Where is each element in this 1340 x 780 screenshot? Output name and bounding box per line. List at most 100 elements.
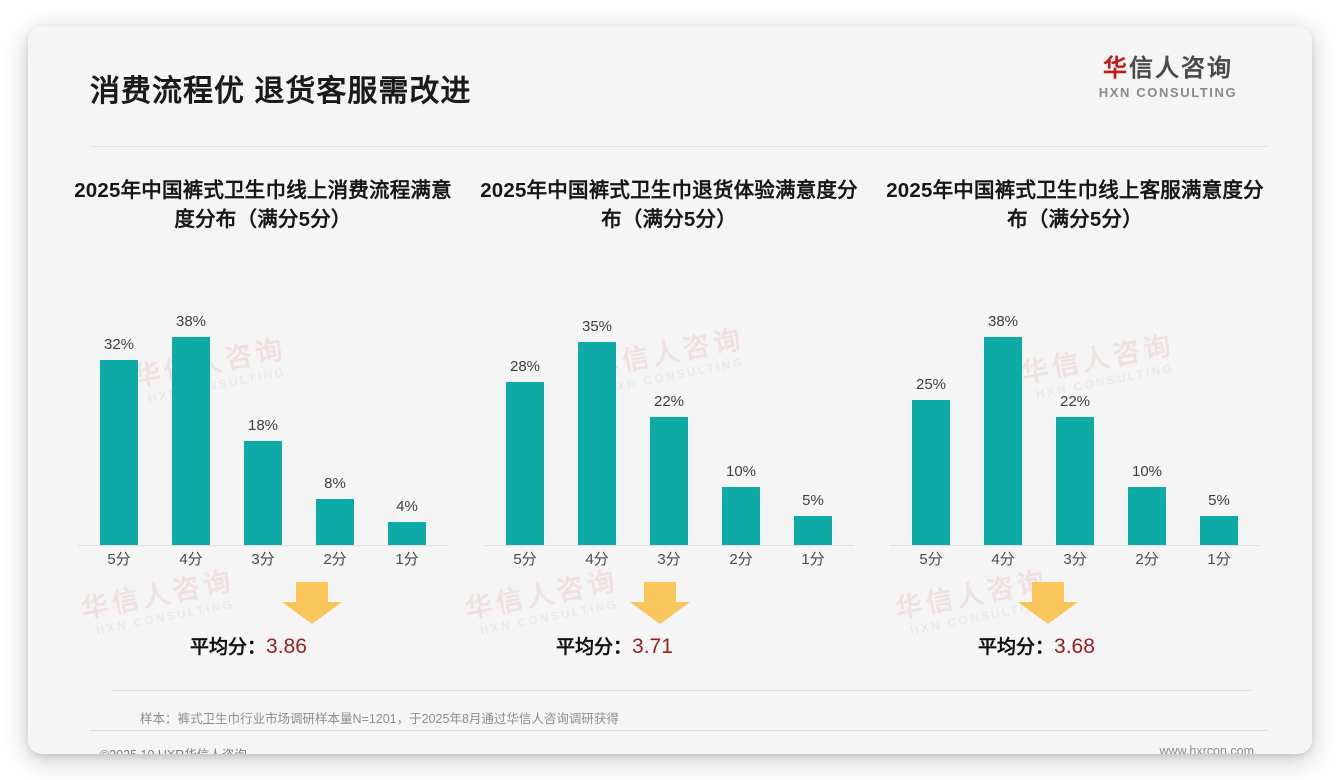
copyright-text: ©2025.10 HXR华信人咨询 <box>100 744 247 754</box>
bar-value-label: 10% <box>1131 463 1163 480</box>
bar-item: 35% <box>564 313 630 545</box>
bar-item: 22% <box>636 313 702 545</box>
bar-item: 10% <box>1114 313 1180 545</box>
chart-title: 2025年中国裤式卫生巾线上客服满意度分布（满分5分） <box>886 179 1264 232</box>
x-tick-label: 2分 <box>323 551 347 568</box>
x-tick-label: 2分 <box>1135 551 1159 568</box>
footnote-divider <box>112 690 1252 691</box>
bar-value-label: 38% <box>175 313 207 330</box>
average-callout: 华信人咨询 HXN CONSULTING 平均分：3.86 <box>68 566 458 676</box>
bar-chart-plot: 华信人咨询 HXN CONSULTING 25% 38% 22% <box>880 284 1270 574</box>
logo-chinese-text: 华信人咨询 <box>1068 55 1268 83</box>
logo-rest-chars: 信人咨询 <box>1129 55 1233 82</box>
average-score: 平均分：3.71 <box>556 632 673 659</box>
bar-value-label: 4% <box>396 498 418 515</box>
average-value: 3.71 <box>632 635 673 658</box>
bar-item: 32% <box>86 313 152 545</box>
bar-rect <box>316 499 354 545</box>
footer-divider <box>90 730 1268 731</box>
bar-value-label: 8% <box>324 475 346 492</box>
watermark: 华信人咨询 HXN CONSULTING <box>463 566 623 640</box>
x-axis-line <box>484 545 854 546</box>
bar-item: 28% <box>492 313 558 545</box>
bar-item: 18% <box>230 313 296 545</box>
x-tick-label: 4分 <box>991 551 1015 568</box>
x-axis-line <box>78 545 448 546</box>
x-tick-label: 4分 <box>585 551 609 568</box>
bar-rect <box>388 522 426 545</box>
average-callout: 华信人咨询 HXN CONSULTING 平均分：3.68 <box>880 566 1270 676</box>
bar-series: 32% 38% 18% 8% <box>86 313 440 545</box>
bar-item: 10% <box>708 313 774 545</box>
bar-rect <box>578 342 616 545</box>
x-tick-label: 1分 <box>801 551 825 568</box>
bar-rect <box>172 337 210 545</box>
bar-value-label: 10% <box>725 463 757 480</box>
average-value: 3.86 <box>266 635 307 658</box>
bar-chart-plot: 华信人咨询 HXN CONSULTING 32% 38% 18% <box>68 284 458 574</box>
average-value: 3.68 <box>1054 635 1095 658</box>
average-label: 平均分： <box>190 637 267 658</box>
bar-item: 4% <box>374 313 440 545</box>
website-url[interactable]: www.hxrcon.com <box>1159 744 1254 754</box>
bar-value-label: 35% <box>581 318 613 335</box>
bar-rect <box>794 516 832 545</box>
bar-rect <box>1200 516 1238 545</box>
bar-rect <box>1056 417 1094 545</box>
header-divider <box>90 146 1268 147</box>
down-arrow-icon <box>1018 582 1078 624</box>
chart-panel-return: 2025年中国裤式卫生巾退货体验满意度分布（满分5分） 华信人咨询 HXN CO… <box>463 176 872 676</box>
bar-value-label: 18% <box>247 417 279 434</box>
bar-value-label: 22% <box>653 393 685 410</box>
bar-chart-plot: 华信人咨询 HXN CONSULTING 28% 35% 22% <box>474 284 864 574</box>
logo-accent-char: 华 <box>1103 55 1129 82</box>
average-score: 平均分：3.86 <box>190 632 307 659</box>
x-tick-label: 5分 <box>919 551 943 568</box>
bar-value-label: 32% <box>103 336 135 353</box>
average-callout: 华信人咨询 HXN CONSULTING 平均分：3.71 <box>463 566 864 676</box>
x-tick-label: 4分 <box>179 551 203 568</box>
bar-rect <box>912 400 950 545</box>
average-label: 平均分： <box>556 637 633 658</box>
bar-series: 25% 38% 22% 10% <box>898 313 1252 545</box>
bar-item: 25% <box>898 313 964 545</box>
bar-rect <box>984 337 1022 545</box>
average-label: 平均分： <box>978 637 1055 658</box>
watermark-cn: 华信人咨询 <box>78 565 237 625</box>
slide-header: 消费流程优 退货客服需改进 华信人咨询 HXN CONSULTING <box>28 26 1312 147</box>
x-tick-label: 2分 <box>729 551 753 568</box>
bar-rect <box>244 441 282 545</box>
bar-series: 28% 35% 22% 10% <box>492 313 846 545</box>
chart-title: 2025年中国裤式卫生巾线上消费流程满意度分布（满分5分） <box>74 179 452 232</box>
chart-title: 2025年中国裤式卫生巾退货体验满意度分布（满分5分） <box>480 179 858 232</box>
bar-value-label: 5% <box>802 492 824 509</box>
bar-rect <box>506 382 544 545</box>
bar-value-label: 25% <box>915 376 947 393</box>
x-tick-label: 5分 <box>107 551 131 568</box>
average-score: 平均分：3.68 <box>978 632 1095 659</box>
x-tick-label: 3分 <box>251 551 275 568</box>
x-tick-label: 5分 <box>513 551 537 568</box>
bar-value-label: 28% <box>509 358 541 375</box>
company-logo: 华信人咨询 HXN CONSULTING <box>1068 55 1268 100</box>
bar-value-label: 22% <box>1059 393 1091 410</box>
x-tick-label: 1分 <box>395 551 419 568</box>
x-tick-label: 3分 <box>657 551 681 568</box>
slide-canvas: 消费流程优 退货客服需改进 华信人咨询 HXN CONSULTING 2025年… <box>28 26 1312 754</box>
chart-panel-consumption: 2025年中国裤式卫生巾线上消费流程满意度分布（满分5分） 华信人咨询 HXN … <box>60 176 466 676</box>
bar-item: 5% <box>1186 313 1252 545</box>
logo-english-text: HXN CONSULTING <box>1098 84 1238 100</box>
sample-footnote: 样本：裤式卫生巾行业市场调研样本量N=1201，于2025年8月通过华信人咨询调… <box>140 712 619 726</box>
bar-rect <box>1128 487 1166 545</box>
x-tick-label: 3分 <box>1063 551 1087 568</box>
bar-value-label: 38% <box>987 313 1019 330</box>
x-axis-tick-labels: 5分 4分 3分 2分 1分 <box>898 548 1252 574</box>
bar-item: 5% <box>780 313 846 545</box>
watermark: 华信人咨询 HXN CONSULTING <box>78 565 239 640</box>
bar-rect <box>722 487 760 545</box>
page-title: 消费流程优 退货客服需改进 <box>90 75 472 108</box>
down-arrow-icon <box>630 582 690 624</box>
bar-item: 38% <box>970 313 1036 545</box>
x-axis-tick-labels: 5分 4分 3分 2分 1分 <box>492 548 846 574</box>
bar-item: 38% <box>158 313 224 545</box>
